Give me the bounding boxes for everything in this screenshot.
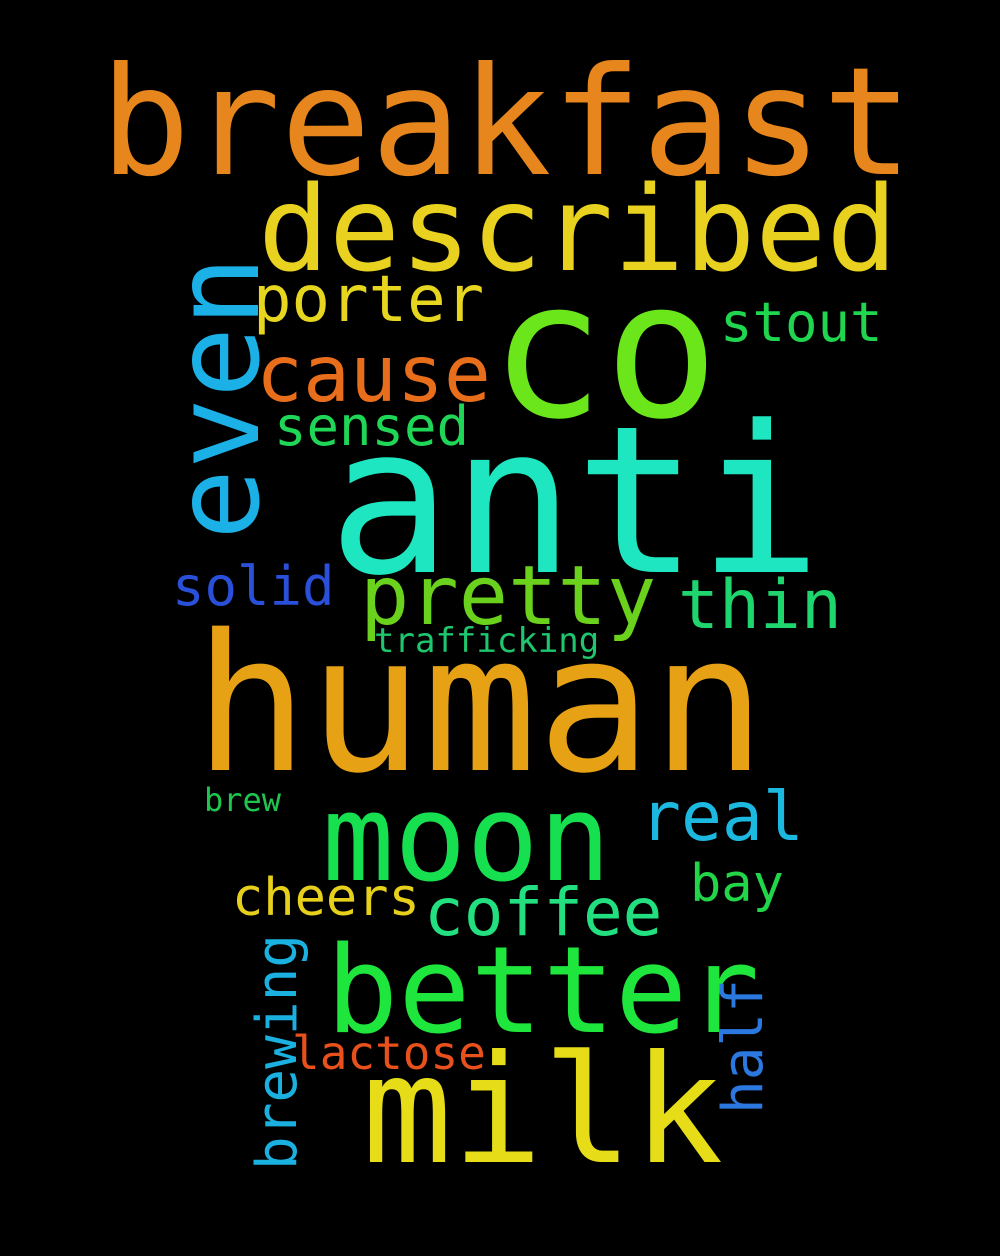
word-real: real: [640, 778, 804, 857]
word-better: better: [326, 922, 760, 1061]
word-breakfast: breakfast: [100, 36, 913, 210]
word-stout: stout: [720, 291, 883, 354]
word-cheers: cheers: [232, 868, 420, 928]
word-porter: porter: [253, 263, 485, 337]
word-bay: bay: [690, 854, 784, 914]
word-coffee: coffee: [424, 874, 663, 951]
word-solid: solid: [172, 555, 335, 618]
word-described: described: [258, 160, 898, 298]
word-trafficking: trafficking: [374, 621, 600, 661]
word-co: co: [490, 240, 719, 461]
word-anti: anti: [328, 383, 822, 621]
word-thin: thin: [678, 566, 842, 645]
word-human: human: [194, 594, 766, 815]
word-brew: brew: [204, 781, 282, 819]
word-half: half: [711, 979, 776, 1114]
word-moon: moon: [322, 770, 611, 909]
word-pretty: pretty: [360, 549, 657, 644]
word-sensed: sensed: [274, 395, 470, 458]
word-lactose: lactose: [292, 1026, 486, 1080]
word-milk: milk: [362, 1024, 724, 1198]
word-cause: cause: [256, 330, 491, 420]
